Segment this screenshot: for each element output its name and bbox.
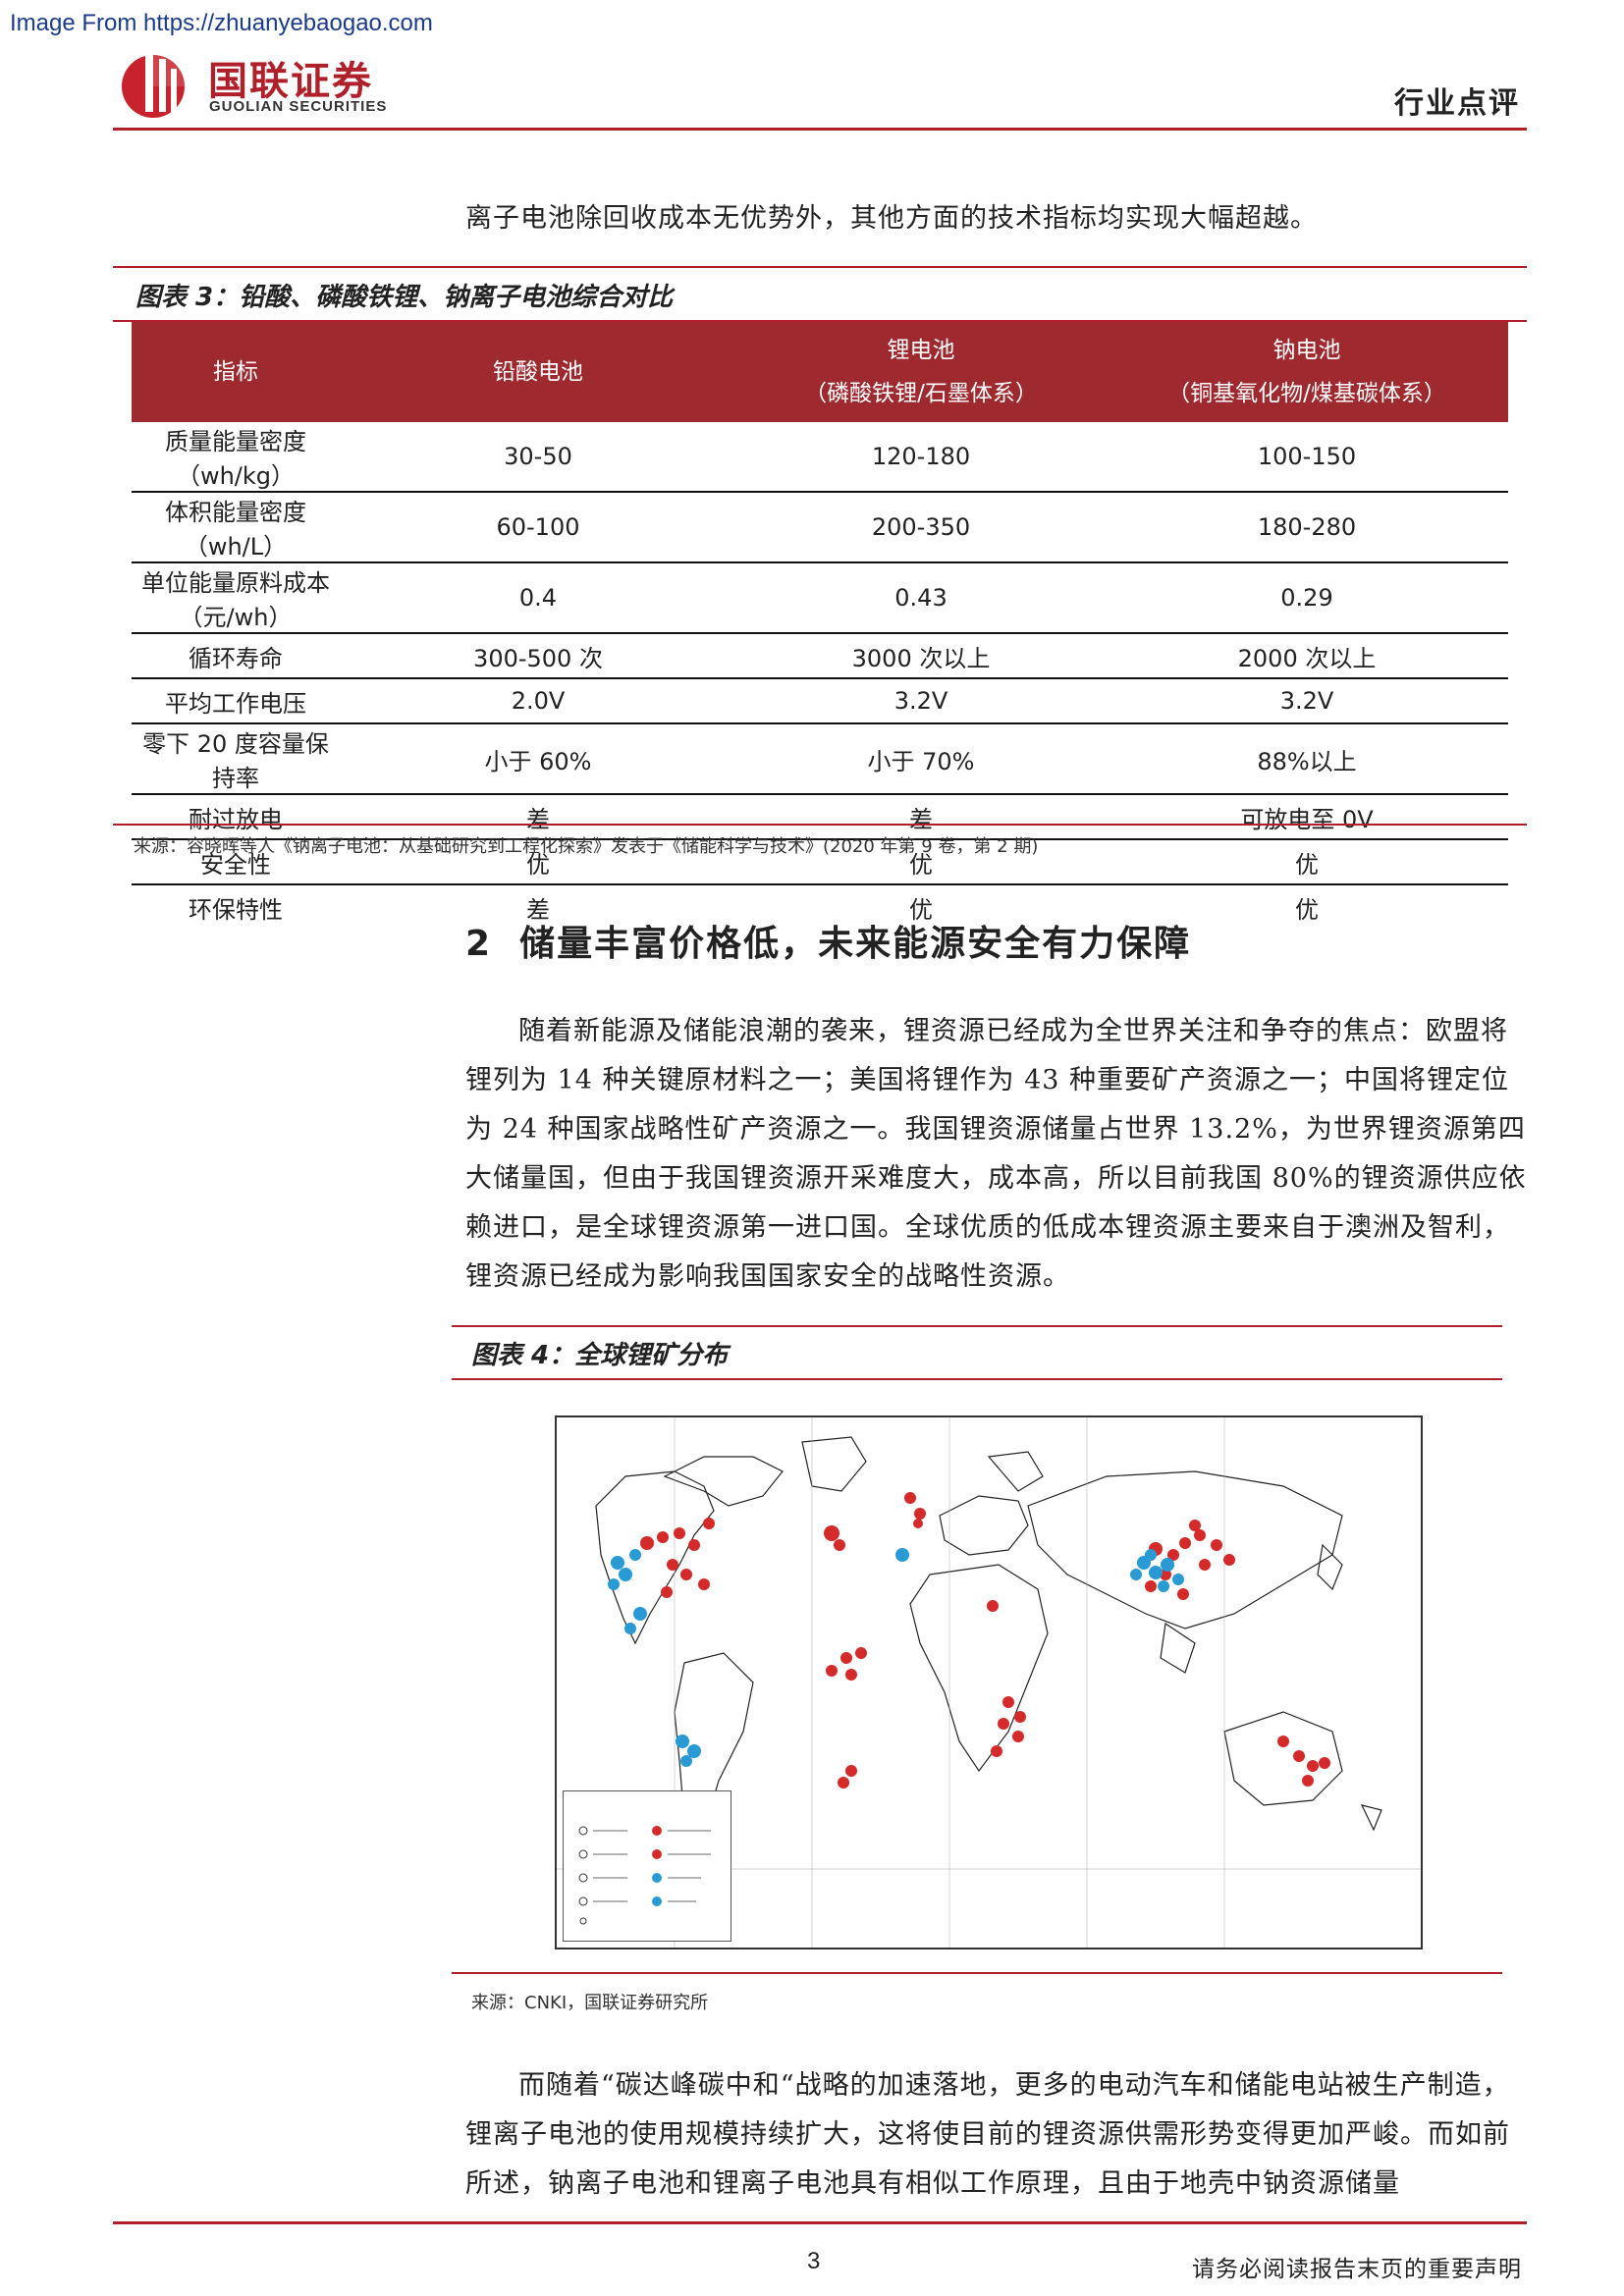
table-cell: 0.43	[736, 562, 1106, 634]
table-cell: 60-100	[340, 492, 736, 563]
table-cell: 优	[1106, 839, 1508, 885]
brine-deposit-markers	[608, 1548, 1184, 1767]
table-row: 循环寿命 300-500 次 3000 次以上 2000 次以上	[132, 633, 1508, 679]
table-cell: 200-350	[736, 492, 1106, 563]
figure4-bottom-rule	[452, 1972, 1502, 1974]
figure3-title: 图表 3：铅酸、磷酸铁锂、钠离子电池综合对比	[135, 283, 674, 312]
table-cell: 3000 次以上	[736, 633, 1106, 679]
table-row: 质量能量密度（wh/kg） 30-50 120-180 100-150	[132, 422, 1508, 493]
header-divider	[113, 128, 1527, 131]
table-row: 平均工作电压 2.0V 3.2V 3.2V	[132, 678, 1508, 724]
table-row: 体积能量密度（wh/L） 60-100 200-350 180-280	[132, 492, 1508, 563]
map-legend	[563, 1790, 731, 1942]
table-cell: 质量能量密度（wh/kg）	[132, 422, 340, 493]
hard-rock-deposit-markers	[640, 1492, 1330, 1789]
map-legend-graphic	[578, 1826, 711, 1925]
closing-paragraph: 而随着“碳达峰碳中和“战略的加速落地，更多的电动汽车和储能电站被生产制造，锂离子…	[465, 2070, 1510, 2199]
table-cell: 优	[1295, 895, 1319, 924]
logo-chinese-text: 国联证券	[208, 59, 373, 104]
table-cell: 优	[736, 839, 1106, 885]
table-cell: 2.0V	[340, 678, 736, 724]
table-cell: 耐过放电	[132, 794, 340, 840]
table-cell: 180-280	[1106, 492, 1508, 563]
figure4-title: 图表 4：全球锂矿分布	[471, 1341, 729, 1370]
table-row: 安全性 优 优 优	[132, 839, 1508, 885]
table-cell: 环保特性	[189, 895, 283, 924]
world-lithium-map	[555, 1415, 1423, 1949]
table-cell: 100-150	[1106, 422, 1508, 493]
figure3-source: 来源：容晓晖等人《钠离子电池：从基础研究到工程化探索》发表于《储能科学与技术》(…	[134, 836, 1039, 857]
world-map-graphic	[557, 1417, 1421, 1948]
section-title: 储量丰富价格低，未来能源安全有力保障	[519, 924, 1192, 964]
figure4-title-rule-bottom	[452, 1378, 1502, 1380]
comparison-table: 指标 铅酸电池 锂电池 （磷酸铁锂/石墨体系） 钠电池 （铜基氧化物/煤基碳体系…	[132, 322, 1508, 929]
figure3-title-rule-bottom	[113, 320, 1527, 322]
page-number: 3	[807, 2248, 821, 2274]
section-number: 2	[465, 924, 493, 964]
company-logo: 国联证券 GUOLIAN SECURITIES	[118, 43, 412, 122]
table-cell: 体积能量密度（wh/L）	[132, 492, 340, 563]
section2-paragraph: 随着新能源及储能浪潮的袭来，锂资源已经成为全世界关注和争夺的焦点：欧盟将锂列为 …	[465, 1016, 1527, 1292]
figure3-title-rule	[113, 266, 1527, 268]
table-cell: 优	[340, 839, 736, 885]
intro-paragraph: 离子电池除回收成本无优势外，其他方面的技术指标均实现大幅超越。	[465, 203, 1318, 234]
table-cell: 300-500 次	[340, 633, 736, 679]
watermark-text: Image From https://zhuanyebaogao.com	[10, 10, 433, 36]
table-cell: 可放电至 0V	[1106, 794, 1508, 840]
table-cell: 循环寿命	[132, 633, 340, 679]
table-row: 耐过放电 差 差 可放电至 0V	[132, 794, 1508, 840]
table-cell: 0.29	[1106, 562, 1508, 634]
table-row: 零下 20 度容量保持率 小于 60% 小于 70% 88%以上	[132, 723, 1508, 795]
table-cell: 2000 次以上	[1106, 633, 1508, 679]
table-cell: 差	[736, 794, 1106, 840]
table-cell: 小于 70%	[736, 723, 1106, 795]
table-cell: 安全性	[132, 839, 340, 885]
table-cell: 30-50	[340, 422, 736, 493]
table-cell: 平均工作电压	[132, 678, 340, 724]
figure4-title-rule	[452, 1325, 1502, 1327]
guolian-logo-icon	[122, 49, 185, 118]
figure3-bottom-rule	[113, 824, 1527, 826]
header-cell-sodium: 钠电池 （铜基氧化物/煤基碳体系）	[1106, 322, 1508, 422]
table-cell: 88%以上	[1106, 723, 1508, 795]
table-cell: 单位能量原料成本（元/wh）	[132, 562, 340, 634]
table-cell: 120-180	[736, 422, 1106, 493]
table-cell: 差	[526, 895, 550, 924]
table-cell: 3.2V	[736, 678, 1106, 724]
table-cell: 小于 60%	[340, 723, 736, 795]
table-row: 环保特性 差 优 优	[132, 884, 1508, 929]
section-heading: 2 储量丰富价格低，未来能源安全有力保障	[465, 915, 1191, 966]
report-type-tag: 行业点评	[1394, 86, 1520, 121]
table-row: 单位能量原料成本（元/wh） 0.4 0.43 0.29	[132, 562, 1508, 634]
footer-divider	[113, 2221, 1527, 2224]
table-cell: 优	[909, 895, 933, 924]
header-cell-metric: 指标	[132, 322, 340, 422]
table-cell: 3.2V	[1106, 678, 1508, 724]
logo-english-text: GUOLIAN SECURITIES	[209, 98, 388, 115]
header-cell-lithium: 锂电池 （磷酸铁锂/石墨体系）	[736, 322, 1106, 422]
header-cell-lead-acid: 铅酸电池	[340, 322, 736, 422]
footer-disclaimer: 请务必阅读报告末页的重要声明	[1192, 2257, 1522, 2282]
table-cell: 零下 20 度容量保持率	[132, 723, 340, 795]
figure4-source: 来源：CNKI，国联证券研究所	[471, 1993, 709, 2013]
table-cell: 0.4	[340, 562, 736, 634]
table-header-row: 指标 铅酸电池 锂电池 （磷酸铁锂/石墨体系） 钠电池 （铜基氧化物/煤基碳体系…	[132, 322, 1508, 422]
table-cell: 差	[340, 794, 736, 840]
